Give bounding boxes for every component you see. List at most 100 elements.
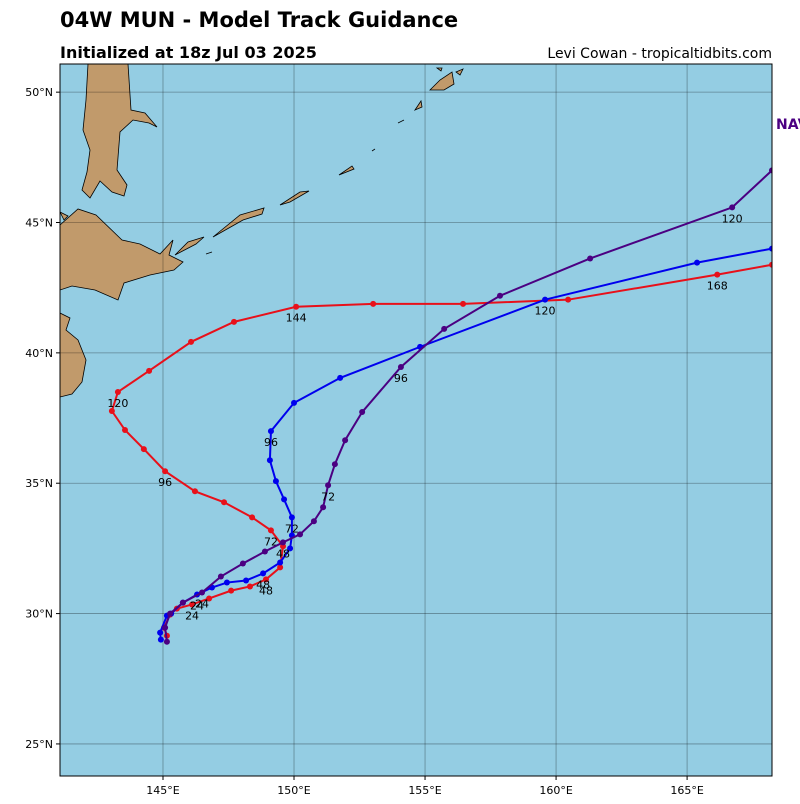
track-point xyxy=(267,428,274,435)
graticule: 145°E 150°E 155°E 160°E 165°E 25°N 30°N 35°N 40°… xyxy=(25,64,772,797)
forecast-hour-label: 96 xyxy=(264,436,278,449)
track-point xyxy=(769,245,772,252)
forecast-hour-label: 144 xyxy=(286,312,307,325)
track-point xyxy=(260,570,267,577)
track-line xyxy=(164,169,772,642)
forecast-hour-label: 24 xyxy=(195,597,209,610)
model-label: NAV xyxy=(776,117,800,133)
track-point xyxy=(331,461,338,468)
track-point xyxy=(217,573,224,580)
lat-tick-label: 50°N xyxy=(25,86,53,99)
track-point xyxy=(496,292,503,299)
track-point xyxy=(140,446,147,453)
track-point xyxy=(246,583,253,590)
track-point xyxy=(337,374,344,381)
title: 04W MUN - Model Track Guidance xyxy=(60,8,458,32)
track-point xyxy=(249,514,256,521)
track-point xyxy=(325,482,332,489)
track-point xyxy=(108,408,115,415)
track-point xyxy=(342,437,349,444)
track-point xyxy=(441,325,448,332)
forecast-hour-label: 48 xyxy=(256,578,270,591)
track-point xyxy=(272,478,279,485)
lon-tick-label: 165°E xyxy=(670,784,703,797)
lon-tick-label: 160°E xyxy=(539,784,572,797)
track-point xyxy=(281,496,288,503)
track-point xyxy=(228,587,235,594)
lat-tick-label: 45°N xyxy=(25,217,53,230)
subtitle: Initialized at 18z Jul 03 2025 xyxy=(60,43,317,62)
lon-tick-label: 145°E xyxy=(146,784,179,797)
track-point xyxy=(694,259,701,266)
track-point xyxy=(243,577,250,584)
lon-tick-label: 150°E xyxy=(277,784,310,797)
track-point xyxy=(266,457,273,464)
lat-tick-label: 35°N xyxy=(25,477,53,490)
forecast-hour-label: 72 xyxy=(264,535,278,548)
track-point xyxy=(287,545,294,552)
track-point xyxy=(460,300,467,307)
forecast-hour-label: 120 xyxy=(535,305,556,318)
forecast-hour-label: 96 xyxy=(158,476,172,489)
track-point xyxy=(729,204,736,211)
track-point xyxy=(167,610,174,617)
lat-tick-label: 30°N xyxy=(25,608,53,621)
track-point xyxy=(163,638,170,645)
forecast-hour-label: 96 xyxy=(394,372,408,385)
track-point xyxy=(397,363,404,370)
track-point xyxy=(320,504,327,511)
map-frame xyxy=(59,63,773,777)
track-point xyxy=(277,564,284,571)
forecast-hour-label: 72 xyxy=(285,522,299,535)
track-point xyxy=(267,527,274,534)
track-point xyxy=(297,531,304,538)
track-point xyxy=(769,261,772,268)
track-point xyxy=(370,300,377,307)
track-point xyxy=(239,560,246,567)
forecast-hour-label: 120 xyxy=(722,212,743,225)
forecast-hour-label: 48 xyxy=(276,547,290,560)
track-point xyxy=(310,518,317,525)
track-point xyxy=(191,488,198,495)
track-point xyxy=(277,559,284,566)
lon-tick-label: 155°E xyxy=(408,784,441,797)
track-point xyxy=(280,539,287,546)
forecast-hour-label: 24 xyxy=(190,600,204,613)
track-point xyxy=(542,296,549,303)
track-point xyxy=(223,579,230,586)
track-point xyxy=(179,599,186,606)
ocean xyxy=(60,64,772,776)
track-point xyxy=(162,624,169,631)
track-point xyxy=(261,548,268,555)
track-point xyxy=(714,271,721,278)
track-point xyxy=(188,338,195,345)
forecast-hour-label: 48 xyxy=(259,584,273,597)
land xyxy=(60,64,464,398)
track-point xyxy=(157,636,164,643)
track-point xyxy=(162,468,169,475)
track-point xyxy=(262,576,269,583)
lat-tick-label: 40°N xyxy=(25,347,53,360)
track-point xyxy=(359,409,366,416)
track-point xyxy=(231,318,238,325)
track-point xyxy=(221,499,228,506)
track-point xyxy=(565,296,572,303)
track-point xyxy=(114,388,121,395)
track-point xyxy=(769,167,772,174)
track-point xyxy=(288,514,295,521)
track-point xyxy=(587,255,594,262)
forecast-hour-label: 120 xyxy=(107,397,128,410)
forecast-hour-label: 168 xyxy=(707,280,728,293)
track-point xyxy=(199,589,206,596)
lat-tick-label: 25°N xyxy=(25,738,53,751)
forecast-hour-label: 72 xyxy=(321,490,335,503)
track-point xyxy=(293,303,300,310)
forecast-hour-label: 24 xyxy=(185,609,199,622)
track-point xyxy=(206,595,213,602)
track-point xyxy=(146,367,153,374)
track-point xyxy=(157,629,164,636)
credit: Levi Cowan - tropicaltidbits.com xyxy=(547,46,772,62)
track-point xyxy=(121,427,128,434)
